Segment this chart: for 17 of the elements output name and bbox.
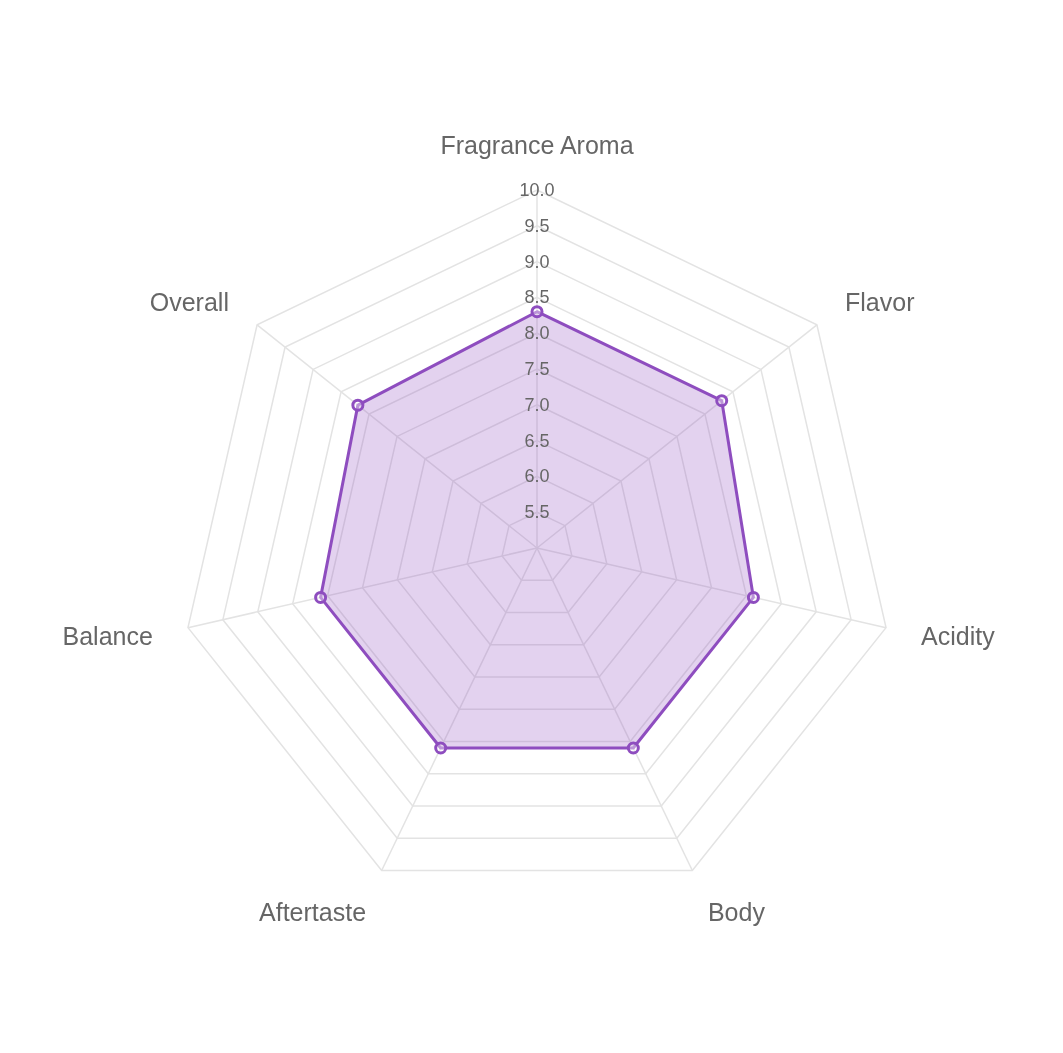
spoke-label: Fragrance Aroma — [440, 131, 634, 159]
spoke-label: Overall — [149, 288, 229, 317]
y-tick-label: 7.5 — [524, 359, 550, 379]
spoke-label: Balance — [62, 621, 153, 650]
y-tick-label: 6.0 — [524, 466, 550, 487]
spoke-label: Body — [707, 897, 766, 926]
y-tick-label: 6.5 — [524, 430, 550, 451]
y-tick-label: 9.5 — [524, 215, 550, 236]
y-tick-label: 10.0 — [519, 180, 555, 200]
y-tick-label: 5.5 — [524, 502, 550, 523]
y-tick-label: 9.0 — [524, 251, 550, 272]
spoke-label: Flavor — [845, 288, 915, 317]
spoke-label: Aftertaste — [259, 897, 367, 926]
spoke-label: Acidity — [921, 621, 996, 650]
y-tick-label: 7.0 — [524, 394, 550, 415]
y-tick-label: 8.5 — [524, 287, 550, 308]
y-tick-label: 8.0 — [524, 323, 550, 344]
